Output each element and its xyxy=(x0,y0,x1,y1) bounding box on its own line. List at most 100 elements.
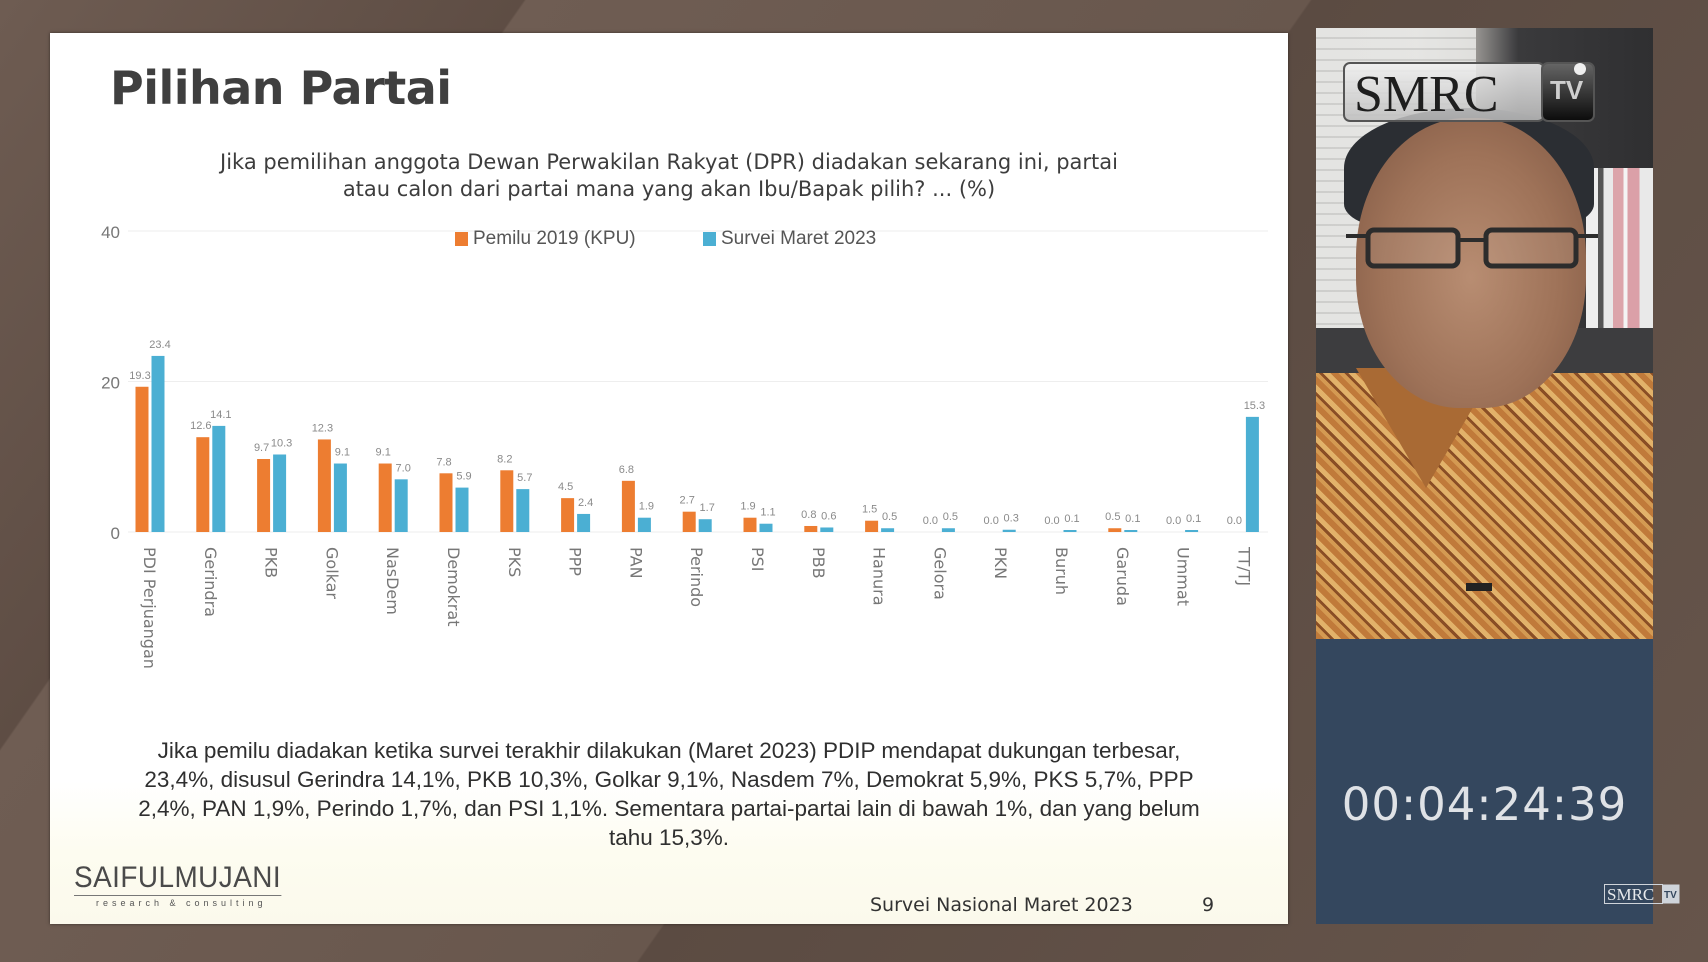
x-category-label: Golkar xyxy=(322,547,341,599)
data-label: 0.0 xyxy=(1044,515,1059,527)
x-category-label: PPP xyxy=(566,547,585,576)
x-category-label: PSI xyxy=(748,547,767,572)
data-label: 6.8 xyxy=(619,464,634,476)
bar-survei-2023 xyxy=(333,463,347,532)
bar-pemilu-2019 xyxy=(439,473,453,532)
legend-label-survei-2023: Survei Maret 2023 xyxy=(721,228,876,249)
summary-line: 2,4%, PAN 1,9%, Perindo 1,7%, dan PSI 1,… xyxy=(138,796,1200,821)
data-label: 5.7 xyxy=(517,472,532,484)
bar-survei-2023 xyxy=(151,355,165,532)
bar-survei-2023 xyxy=(698,519,712,532)
data-label: 7.8 xyxy=(436,456,451,468)
chart-legend: Pemilu 2019 (KPU) Survei Maret 2023 xyxy=(455,228,876,249)
bar-survei-2023 xyxy=(1002,529,1016,532)
bar-survei-2023 xyxy=(1063,530,1077,532)
bar-pemilu-2019 xyxy=(500,470,514,532)
bar-survei-2023 xyxy=(637,517,651,532)
data-label: 0.0 xyxy=(984,515,999,527)
logo-tagline: research & consulting xyxy=(96,898,267,908)
bar-pemilu-2019 xyxy=(378,463,392,532)
chart-x-axis: PDI Perjuangan Gerindra PKB Golkar NasDem Dem… xyxy=(140,546,1253,669)
data-label: 1.7 xyxy=(700,502,715,514)
data-label: 5.9 xyxy=(456,471,471,483)
y-tick-label: 20 xyxy=(101,374,120,393)
bar-pemilu-2019 xyxy=(865,520,879,532)
saifulmujani-logo: SAIFULMUJANI research & consulting xyxy=(74,862,310,908)
logo-wordmark: SAIFULMUJANI xyxy=(74,861,282,896)
x-category-label: PKS xyxy=(505,547,524,577)
x-category-label: PKB xyxy=(262,547,281,578)
bar-pemilu-2019 xyxy=(257,459,271,532)
x-category-label: Demokrat xyxy=(444,547,463,626)
bar-survei-2023 xyxy=(941,528,955,532)
x-category-label: Ummat xyxy=(1174,547,1193,606)
bar-survei-2023 xyxy=(516,489,530,532)
party-choice-bar-chart: 0 20 40 Pemilu 2019 (KPU) Survei Maret 202… xyxy=(101,223,1268,669)
bar-survei-2023 xyxy=(759,523,773,532)
slide-title: Pilihan Partai xyxy=(110,61,452,115)
bar-survei-2023 xyxy=(212,425,226,532)
bar-pemilu-2019 xyxy=(1108,528,1122,532)
presenter-video: SMRC TV xyxy=(1316,28,1653,639)
bar-survei-2023 xyxy=(394,479,408,532)
data-label: 1.9 xyxy=(740,501,755,513)
survey-question: Jika pemilihan anggota Dewan Perwakilan … xyxy=(50,149,1288,203)
x-category-label: Gerindra xyxy=(201,547,220,617)
data-label: 23.4 xyxy=(149,339,170,351)
bar-survei-2023 xyxy=(820,527,834,532)
bar-pemilu-2019 xyxy=(561,498,575,532)
legend-label-pemilu-2019: Pemilu 2019 (KPU) xyxy=(473,228,636,249)
smrc-tv-watermark: SMRC TV xyxy=(1604,884,1680,904)
summary-line: 23,4%, disusul Gerindra 14,1%, PKB 10,3%… xyxy=(144,767,1194,792)
data-label: 2.7 xyxy=(680,495,695,507)
bar-survei-2023 xyxy=(577,513,591,532)
glasses-icon xyxy=(1346,227,1598,269)
data-label: 4.5 xyxy=(558,481,573,493)
lapel-microphone-icon xyxy=(1466,583,1492,591)
data-label: 0.1 xyxy=(1125,513,1140,525)
x-category-label: NasDem xyxy=(383,547,402,615)
data-label: 0.8 xyxy=(801,509,816,521)
data-label: 2.4 xyxy=(578,497,593,509)
data-label: 0.5 xyxy=(1105,511,1120,523)
bar-survei-2023 xyxy=(1245,416,1259,532)
smrc-tv-logo: SMRC TV xyxy=(1343,62,1595,123)
chart-gridlines xyxy=(128,230,1268,533)
bar-pemilu-2019 xyxy=(135,386,149,532)
y-tick-label: 0 xyxy=(111,524,120,543)
presenter-face xyxy=(1356,118,1586,408)
summary-line: tahu 15,3%. xyxy=(608,825,730,850)
data-label: 0.5 xyxy=(943,511,958,523)
data-label: 9.1 xyxy=(335,447,350,459)
data-label: 1.9 xyxy=(639,501,654,513)
data-label: 15.3 xyxy=(1244,400,1265,412)
data-label: 12.6 xyxy=(190,420,211,432)
x-category-label: Gelora xyxy=(930,547,949,600)
survey-question-line: Jika pemilihan anggota Dewan Perwakilan … xyxy=(220,150,1118,174)
data-label: 0.0 xyxy=(923,515,938,527)
x-category-label: TT/TJ xyxy=(1234,546,1253,586)
data-label: 1.1 xyxy=(760,507,775,519)
svg-text:SMRC: SMRC xyxy=(1607,885,1654,904)
data-label: 0.6 xyxy=(821,510,836,522)
bar-pemilu-2019 xyxy=(196,437,210,532)
data-label: 9.1 xyxy=(376,447,391,459)
bar-pemilu-2019 xyxy=(743,517,757,532)
data-label: 10.3 xyxy=(271,437,292,449)
data-label: 7.0 xyxy=(396,462,411,474)
slide-footer: Survei Nasional Maret 2023 xyxy=(870,894,1133,916)
summary-line: Jika pemilu diadakan ketika survei terak… xyxy=(157,738,1181,763)
x-category-label: PBB xyxy=(809,547,828,579)
x-category-label: PKN xyxy=(991,547,1010,579)
data-label: 0.1 xyxy=(1186,513,1201,525)
timecode-panel: 00:04:24:39 SMRC TV xyxy=(1316,639,1680,924)
bookshelf xyxy=(1586,168,1653,338)
x-category-label: Garuda xyxy=(1113,547,1132,606)
chart-y-axis: 0 20 40 xyxy=(101,223,120,543)
data-label: 0.0 xyxy=(1166,515,1181,527)
bar-survei-2023 xyxy=(1185,530,1199,532)
data-label: 9.7 xyxy=(254,442,269,454)
x-category-label: Hanura xyxy=(870,547,889,606)
x-category-label: PAN xyxy=(626,547,645,579)
data-label: 14.1 xyxy=(210,409,231,421)
